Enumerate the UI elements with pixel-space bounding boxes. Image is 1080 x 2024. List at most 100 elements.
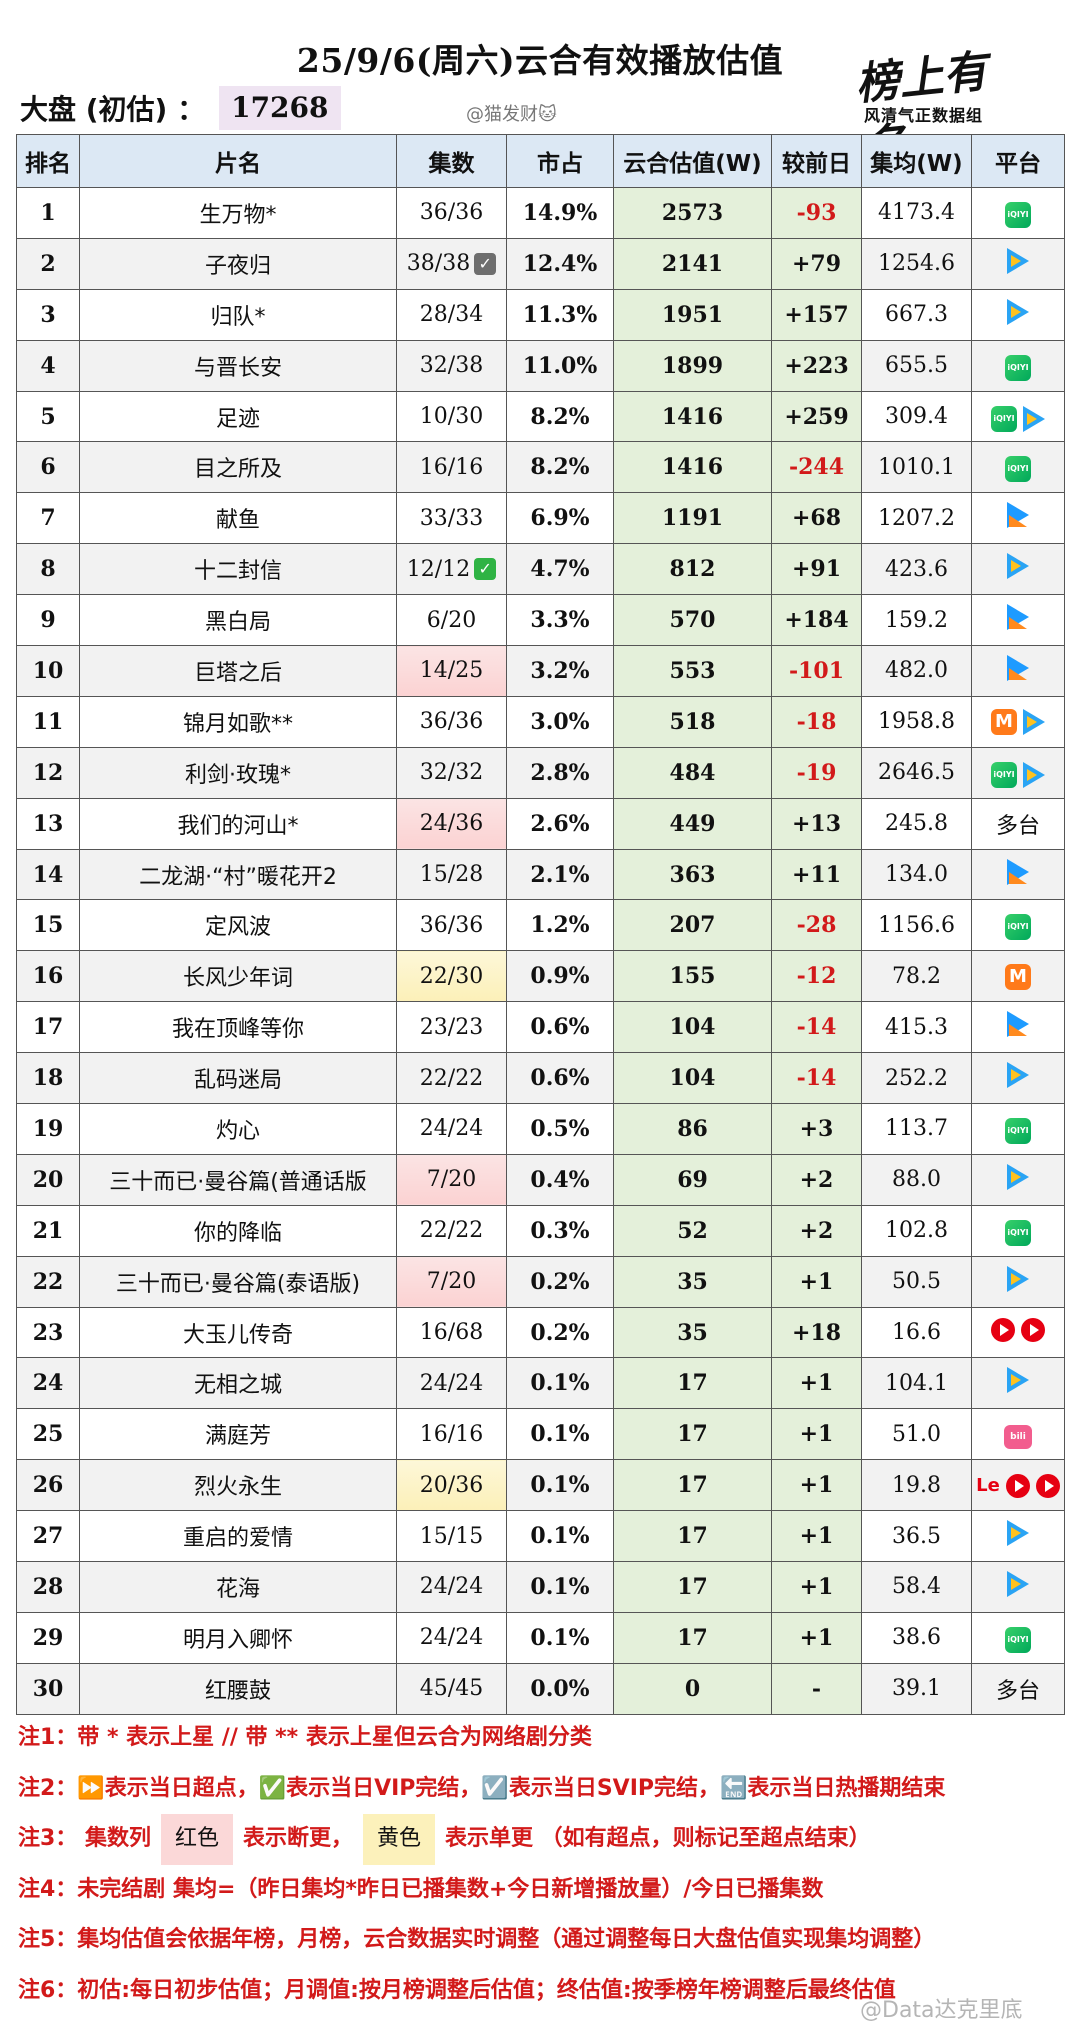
avg-cell: 309.4: [861, 390, 972, 443]
diff-cell: +91: [771, 543, 862, 596]
value-cell: 207: [613, 899, 772, 952]
value-cell: 553: [613, 645, 772, 697]
col-header-platform: 平台: [971, 134, 1065, 188]
avg-cell: 51.0: [861, 1408, 972, 1461]
episodes-wrap: 14/25: [420, 658, 483, 683]
col-header-diff: 较前日: [771, 134, 862, 188]
episodes-text: 24/24: [419, 1625, 484, 1651]
iqiyi-icon: iQIYI: [1005, 914, 1031, 941]
title-cell: 长风少年词: [79, 950, 397, 1003]
diff-cell: -18: [771, 695, 862, 748]
title-cell: 黑白局: [79, 594, 397, 647]
share-cell: 0.0%: [506, 1662, 614, 1715]
episodes-cell: 24/24: [396, 1103, 507, 1155]
rank-cell: 18: [16, 1052, 80, 1105]
platform-cell: [971, 1357, 1065, 1410]
platform-icons: [1007, 298, 1029, 325]
episodes-wrap: 6/20: [427, 608, 476, 633]
value-cell: 17: [613, 1510, 772, 1563]
title-cell: 归队*: [79, 288, 397, 341]
value-cell: 363: [613, 848, 772, 901]
value-cell: 35: [613, 1255, 772, 1308]
share-cell: 8.2%: [506, 390, 614, 443]
platform-icons: [1007, 1265, 1029, 1292]
episodes-cell: 20/36: [396, 1459, 507, 1512]
table-row: 27 重启的爱情 15/15 0.1% 17 +1 36.5: [16, 1510, 1065, 1563]
share-cell: 0.1%: [506, 1611, 614, 1664]
tencent-video-icon: [1023, 709, 1045, 736]
platform-cell: iQIYI: [971, 1611, 1065, 1664]
share-cell: 11.3%: [506, 288, 614, 341]
iqiyi-icon: iQIYI: [1005, 1219, 1031, 1246]
summary-value: 17268: [219, 86, 341, 130]
mgtv-red-icon: [1005, 1473, 1030, 1498]
episodes-cell: 16/68: [396, 1306, 507, 1359]
share-cell: 2.8%: [506, 746, 614, 799]
platform-cell: [971, 1255, 1065, 1308]
iqiyi-icon: iQIYI: [991, 405, 1017, 432]
diff-cell: -: [771, 1662, 862, 1715]
rank-cell: 5: [16, 390, 80, 443]
table-row: 17 我在顶峰等你 23/23 0.6% 104 -14 415.3: [16, 1001, 1065, 1054]
episodes-cell: 7/20: [396, 1153, 507, 1206]
title-cell: 红腰鼓: [79, 1662, 397, 1715]
platform-icons: [1007, 247, 1029, 274]
tencent-video-icon: [1007, 1163, 1029, 1190]
diff-cell: +68: [771, 492, 862, 545]
platform-cell: [971, 848, 1065, 901]
rank-cell: 21: [16, 1204, 80, 1257]
episodes-text: 22/22: [419, 1065, 484, 1091]
platform-icons: [1007, 553, 1029, 580]
episodes-text: 22/22: [419, 1218, 484, 1244]
episodes-text: 6/20: [426, 607, 477, 633]
table-row: 23 大玉儿传奇 16/68 0.2% 35 +18 16.6: [16, 1306, 1065, 1359]
table-row: 1 生万物* 36/36 14.9% 2573 -93 4173.4 iQIYI: [16, 187, 1065, 239]
episodes-text: 7/20: [426, 1167, 477, 1193]
episodes-text: 33/33: [419, 505, 484, 531]
episodes-wrap: 36/36: [420, 200, 483, 225]
share-cell: 0.1%: [506, 1510, 614, 1563]
platform-cell: iQIYI: [971, 441, 1065, 494]
platform-cell: M: [971, 695, 1065, 748]
value-cell: 155: [613, 950, 772, 1003]
youku-icon: [1007, 1011, 1029, 1038]
rank-cell: 13: [16, 797, 80, 850]
logo-subtitle: 风清气正数据组: [864, 106, 984, 125]
platform-cell: iQIYI: [971, 339, 1065, 392]
diff-cell: +1: [771, 1510, 862, 1563]
share-cell: 3.0%: [506, 695, 614, 748]
avg-cell: 38.6: [861, 1611, 972, 1664]
episodes-cell: 22/22: [396, 1052, 507, 1105]
avg-cell: 104.1: [861, 1357, 972, 1410]
episodes-text: 36/36: [419, 912, 484, 938]
iqiyi-icon: iQIYI: [1005, 456, 1031, 483]
platform-cell: iQIYI: [971, 1103, 1065, 1155]
value-cell: 1951: [613, 288, 772, 341]
episodes-cell: 12/12 ✓: [396, 543, 507, 596]
episodes-cell: 6/20: [396, 594, 507, 647]
rank-cell: 26: [16, 1459, 80, 1512]
table-row: 4 与晋长安 32/38 11.0% 1899 +223 655.5 iQIYI: [16, 339, 1065, 392]
platform-icons: iQIYI: [1005, 1117, 1031, 1144]
title-cell: 生万物*: [79, 187, 397, 239]
share-cell: 3.2%: [506, 645, 614, 697]
tencent-video-icon: [1007, 298, 1029, 325]
table-row: 18 乱码迷局 22/22 0.6% 104 -14 252.2: [16, 1052, 1065, 1105]
episodes-cell: 16/16: [396, 1408, 507, 1461]
note-3-red-sample: 红色: [160, 1814, 233, 1865]
episodes-text: 36/36: [419, 709, 484, 735]
diff-cell: +1: [771, 1357, 862, 1410]
rank-cell: 12: [16, 746, 80, 799]
value-cell: 812: [613, 543, 772, 596]
value-cell: 570: [613, 594, 772, 647]
episodes-cell: 45/45: [396, 1662, 507, 1715]
value-cell: 52: [613, 1204, 772, 1257]
platform-cell: [971, 237, 1065, 290]
avg-cell: 113.7: [861, 1103, 972, 1155]
platform-icons: M: [991, 709, 1045, 736]
diff-cell: -14: [771, 1052, 862, 1105]
iqiyi-icon: iQIYI: [1005, 201, 1031, 228]
bilibili-icon: bili: [1004, 1424, 1032, 1449]
episodes-cell: 33/33: [396, 492, 507, 545]
